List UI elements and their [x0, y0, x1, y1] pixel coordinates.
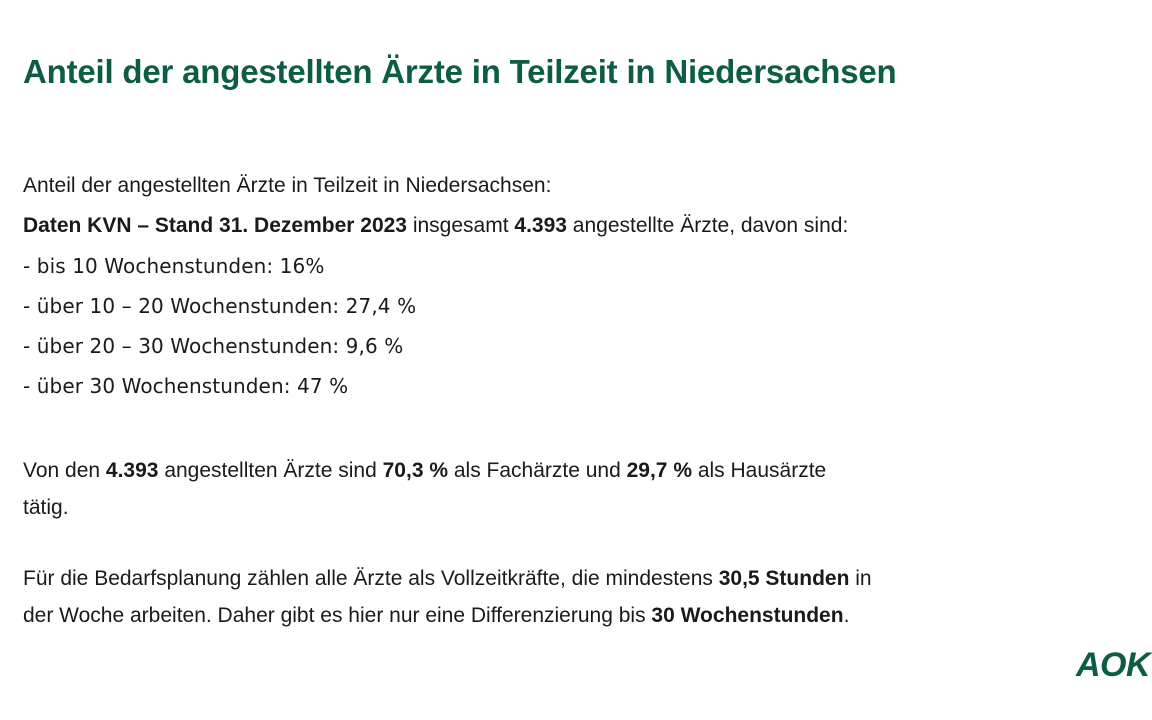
text-segment: angestellten Ärzte sind [158, 458, 383, 482]
text-segment: als Hausärzte [692, 458, 827, 482]
intro-line-source: Daten KVN – Stand 31. Dezember 2023 insg… [23, 206, 1112, 246]
text-segment: insgesamt [407, 213, 515, 237]
text-segment-total-bold: 4.393 [514, 213, 567, 237]
text-segment-source-bold: Daten KVN – Stand 31. Dezember 2023 [23, 213, 407, 237]
text-segment-wochenstunden-bold: 30 Wochenstunden [651, 603, 844, 627]
text-segment-total-bold: 4.393 [105, 458, 159, 482]
text-segment: angestellte Ärzte, davon sind: [566, 213, 849, 237]
aok-logo: AOK [1076, 646, 1151, 684]
list-item-bis-10h: - bis 10 Wochenstunden: 16% [23, 253, 325, 278]
hours-list: - bis 10 Wochenstunden: 16% - über 10 – … [23, 246, 1112, 406]
text-segment: tätig. [23, 495, 69, 519]
intro-line-subtitle: Anteil der angestellten Ärzte in Teilzei… [23, 173, 552, 197]
list-item-20-30h: - über 20 – 30 Wochenstunden: 9,6 % [23, 333, 404, 358]
text-segment: . [843, 603, 850, 627]
bedarfsplanung-paragraph: Für die Bedarfsplanung zählen alle Ärzte… [23, 560, 1108, 634]
text-segment: Für die Bedarfsplanung zählen alle Ärzte… [23, 566, 719, 590]
intro-block: Anteil der angestellten Ärzte in Teilzei… [23, 166, 1112, 406]
text-segment-hausaerzte-pct-bold: 29,7 % [626, 458, 692, 482]
text-segment: in [849, 566, 872, 590]
page-title: Anteil der angestellten Ärzte in Teilzei… [23, 53, 897, 90]
text-segment: Von den [23, 458, 106, 482]
fachaerzte-paragraph: Von den 4.393 angestellten Ärzte sind 70… [23, 452, 1108, 526]
text-segment: der Woche arbeiten. Daher gibt es hier n… [23, 603, 652, 627]
text-segment-fachaerzte-pct-bold: 70,3 % [382, 458, 449, 482]
text-segment-stunden-bold: 30,5 Stunden [718, 566, 850, 590]
list-item-ueber-30h: - über 30 Wochenstunden: 47 % [23, 373, 349, 398]
list-item-10-20h: - über 10 – 20 Wochenstunden: 27,4 % [23, 293, 417, 318]
text-segment: als Fachärzte und [448, 458, 627, 482]
